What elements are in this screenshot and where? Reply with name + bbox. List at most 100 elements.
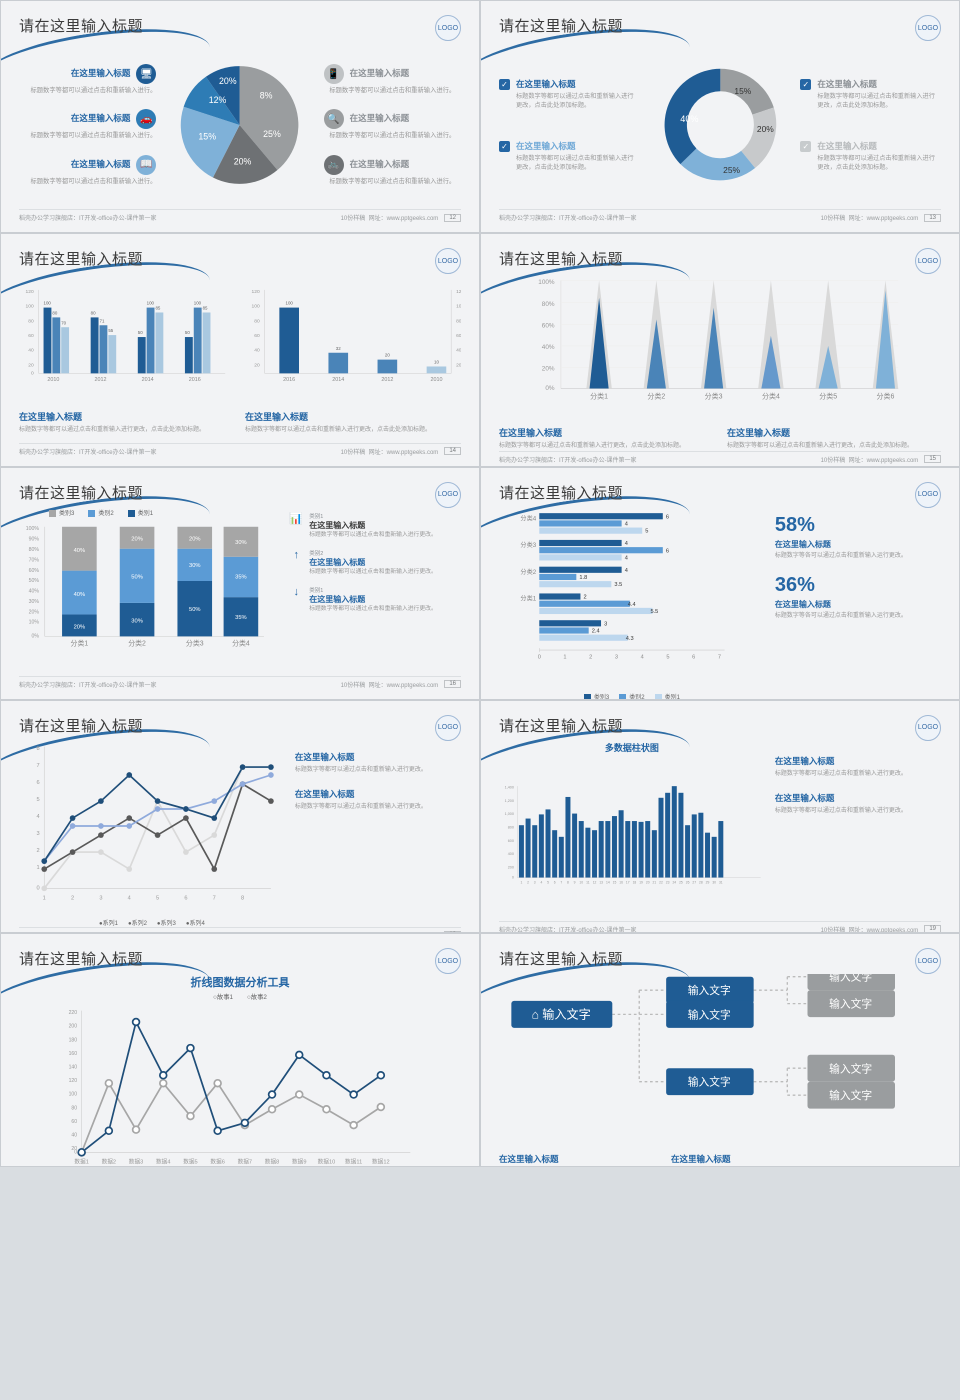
svg-text:80%: 80%: [29, 547, 40, 553]
svg-text:50%: 50%: [189, 607, 201, 613]
svg-text:180: 180: [68, 1038, 77, 1044]
svg-text:10: 10: [434, 360, 439, 365]
svg-text:100%: 100%: [538, 280, 555, 287]
svg-text:23: 23: [666, 880, 670, 884]
svg-text:4: 4: [641, 654, 644, 660]
svg-text:120: 120: [456, 289, 461, 295]
svg-text:12%: 12%: [209, 95, 227, 105]
cone-chart-svg: 100% 80% 60% 40% 20% 0%: [499, 274, 941, 414]
logo-icon: LOGO: [435, 948, 461, 974]
svg-text:分类3: 分类3: [705, 392, 723, 401]
svg-text:2010: 2010: [47, 378, 59, 384]
svg-text:15%: 15%: [734, 86, 751, 96]
logo-icon: LOGO: [915, 482, 941, 508]
svg-text:4: 4: [128, 896, 131, 902]
svg-text:6: 6: [666, 548, 669, 554]
svg-text:4: 4: [540, 880, 542, 884]
svg-text:50: 50: [185, 330, 190, 335]
svg-text:4: 4: [37, 814, 40, 820]
svg-text:12: 12: [593, 880, 597, 884]
slide-title: 请在这里输入标题: [19, 715, 143, 736]
logo-icon: LOGO: [435, 248, 461, 274]
svg-text:分类4: 分类4: [232, 638, 250, 647]
svg-text:30%: 30%: [131, 618, 143, 624]
slide-title: 请在这里输入标题: [19, 248, 143, 269]
svg-text:20%: 20%: [542, 366, 555, 373]
svg-text:2: 2: [37, 848, 40, 854]
logo-icon: LOGO: [915, 948, 941, 974]
svg-text:10%: 10%: [29, 619, 40, 625]
footer-right-text: 10份样稿 网址：www.pptgeeks.com: [821, 213, 919, 222]
svg-text:14: 14: [606, 880, 610, 884]
svg-text:数据5: 数据5: [183, 1158, 197, 1166]
svg-text:1,000: 1,000: [505, 812, 514, 816]
svg-text:100%: 100%: [26, 526, 40, 532]
pie-label-0: 在这里输入标题: [71, 67, 131, 79]
svg-text:200: 200: [508, 865, 514, 869]
svg-text:20%: 20%: [29, 609, 40, 615]
svg-text:30%: 30%: [235, 540, 247, 546]
svg-text:0: 0: [31, 371, 34, 377]
svg-text:输入文字: 输入文字: [829, 1090, 872, 1103]
svg-text:100: 100: [26, 304, 34, 310]
svg-text:2012: 2012: [381, 378, 393, 384]
svg-text:1: 1: [37, 865, 40, 871]
multibar-container: 多数据柱状图 1,400 1,200 1,000 800 600 400 200…: [499, 741, 941, 921]
svg-text:60: 60: [254, 333, 260, 339]
svg-text:71: 71: [100, 319, 105, 324]
svg-text:数据11: 数据11: [345, 1158, 362, 1166]
svg-text:5: 5: [37, 797, 40, 803]
logo-icon: LOGO: [435, 15, 461, 41]
svg-text:3.5: 3.5: [614, 582, 622, 588]
svg-text:25%: 25%: [264, 129, 282, 139]
line-analysis-container: 折线图数据分析工具 ○故事1 ○故事2 220 200 180 160 140 1…: [19, 974, 461, 1166]
multiline-container: 8 7 6 5 4 3 2 1 0: [19, 741, 461, 927]
svg-text:3: 3: [99, 896, 102, 902]
svg-text:19: 19: [639, 880, 643, 884]
checkbox-0[interactable]: ✓: [499, 79, 510, 90]
multiline-chart-svg: 8 7 6 5 4 3 2 1 0: [19, 741, 285, 911]
svg-text:22: 22: [659, 880, 663, 884]
pie-chart-container: 在这里输入标题 🖥 标题数字等都可以通过点击和重新输入进行。 在这里输入标题 🚗…: [19, 41, 461, 209]
slide-panel-14: 请在这里输入标题 LOGO 120 100 80 60 40 20 0: [0, 233, 480, 466]
svg-text:分类1: 分类1: [520, 594, 536, 602]
checkbox-3[interactable]: ✓: [800, 141, 811, 152]
svg-text:60: 60: [71, 1119, 77, 1125]
svg-text:输入文字: 输入文字: [829, 998, 872, 1011]
svg-text:3: 3: [615, 654, 618, 660]
svg-text:8%: 8%: [260, 91, 273, 101]
slide-panel-17: 请在这里输入标题 LOGO 分类4 6 4 5 分类3 4 6 4: [480, 467, 960, 700]
svg-text:85: 85: [155, 306, 160, 311]
svg-text:27: 27: [692, 880, 696, 884]
svg-text:40: 40: [456, 348, 461, 354]
svg-text:分类6: 分类6: [877, 392, 895, 401]
svg-text:输入文字: 输入文字: [688, 1009, 731, 1022]
donut-chart-container: ✓ 在这里输入标题 标题数字等都可以通过点击和重新输入进行更改，点击此处添加标题…: [499, 41, 941, 209]
hbar-container: 分类4 6 4 5 分类3 4 6 4 分类2 4 1.8 3.5: [499, 508, 941, 700]
stacked-bar-container: 类别3 类别2 类别1 100% 90% 80% 70% 60% 50% 40%: [19, 508, 461, 676]
page-number: 16: [444, 680, 461, 688]
svg-text:60%: 60%: [29, 567, 40, 573]
page-number: 12: [444, 214, 461, 222]
svg-text:分类2: 分类2: [647, 392, 665, 401]
svg-text:输入文字: 输入文字: [688, 985, 731, 998]
donut-chart-svg: 15% 20% 25% 40%: [650, 50, 791, 200]
svg-text:13: 13: [599, 880, 603, 884]
svg-text:16: 16: [619, 880, 623, 884]
svg-text:70%: 70%: [29, 557, 40, 563]
svg-text:5: 5: [547, 880, 549, 884]
svg-text:1: 1: [563, 654, 566, 660]
checkbox-1[interactable]: ✓: [499, 141, 510, 152]
svg-text:800: 800: [508, 826, 514, 830]
svg-text:输入文字: 输入文字: [829, 1063, 872, 1076]
svg-text:31: 31: [719, 880, 723, 884]
svg-text:4.3: 4.3: [626, 635, 634, 641]
slide-title: 请在这里输入标题: [19, 15, 143, 36]
svg-text:220: 220: [68, 1010, 77, 1016]
checkbox-2[interactable]: ✓: [800, 79, 811, 90]
svg-text:4: 4: [625, 567, 628, 573]
svg-text:数据6: 数据6: [210, 1158, 224, 1166]
svg-text:15%: 15%: [199, 132, 217, 142]
svg-text:90%: 90%: [29, 536, 40, 542]
svg-text:4: 4: [625, 541, 628, 547]
